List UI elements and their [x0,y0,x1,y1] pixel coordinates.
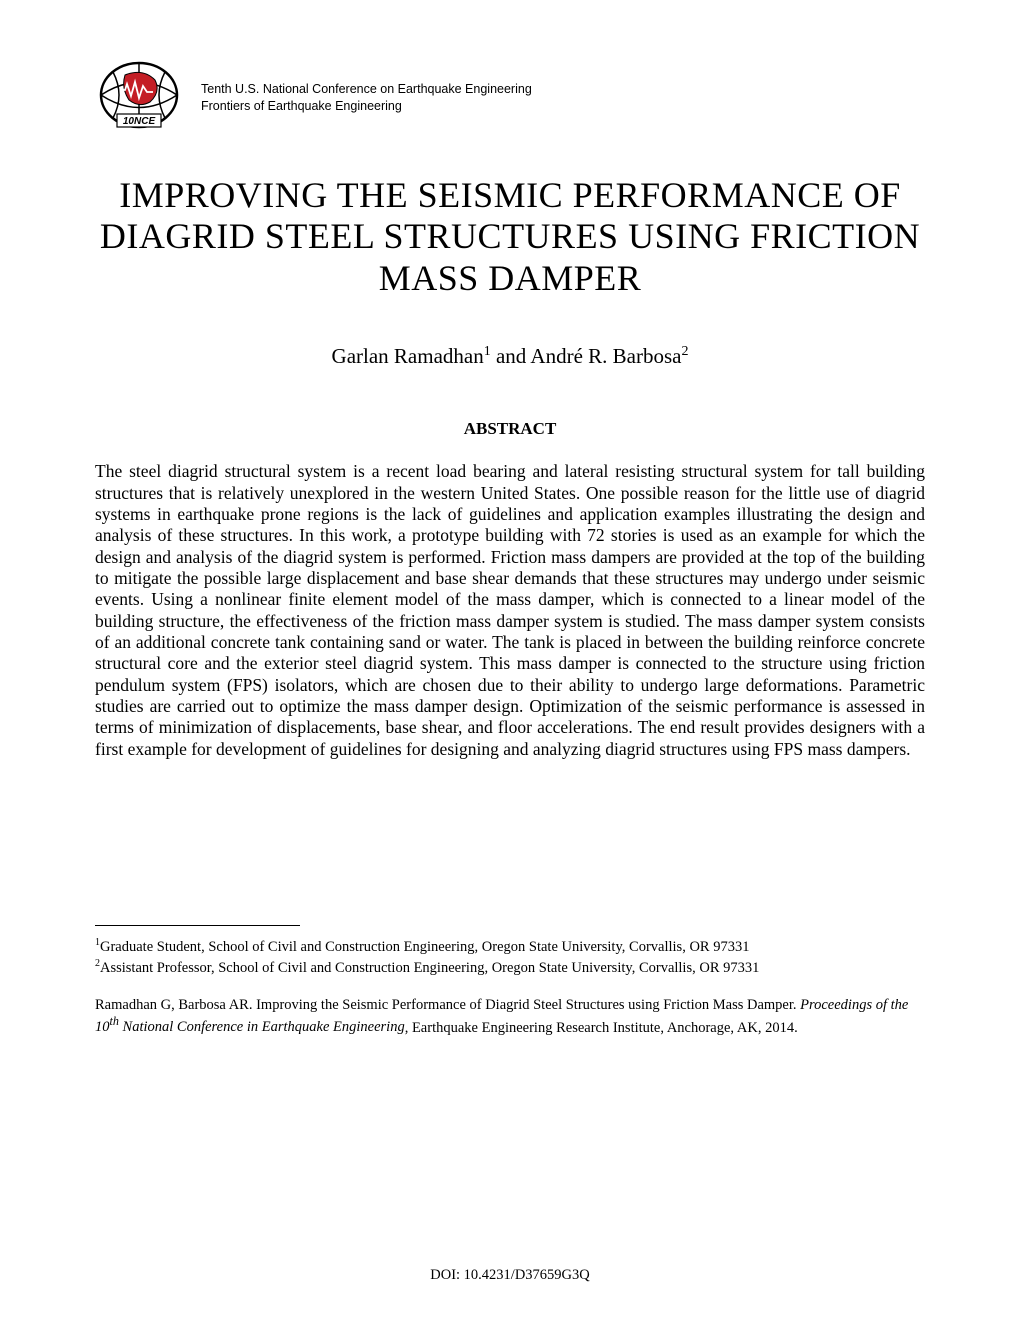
citation-italic-sup: th [110,1015,119,1029]
conference-line-1: Tenth U.S. National Conference on Earthq… [201,81,532,97]
citation-block: Ramadhan G, Barbosa AR. Improving the Se… [95,996,925,1038]
footnote-1-text: Graduate Student, School of Civil and Co… [100,939,749,955]
doi-text: DOI: 10.4231/D37659G3Q [0,1267,1020,1284]
abstract-heading: ABSTRACT [95,419,925,439]
footnote-2: 2Assistant Professor, School of Civil an… [95,957,925,978]
conference-text: Tenth U.S. National Conference on Earthq… [201,81,532,114]
paper-title: IMPROVING THE SEISMIC PERFORMANCE OF DIA… [95,175,925,299]
header-row: 10NCE Tenth U.S. National Conference on … [95,60,925,135]
author-2-sup: 2 [681,344,688,359]
abstract-body: The steel diagrid structural system is a… [95,461,925,760]
author-1-sup: 1 [484,344,491,359]
footnote-1: 1Graduate Student, School of Civil and C… [95,936,925,957]
footnote-separator [95,925,300,926]
author-connector: and [491,344,531,368]
citation-suffix: , Earthquake Engineering Research Instit… [405,1019,798,1035]
footnotes-block: 1Graduate Student, School of Civil and C… [95,936,925,979]
conference-logo: 10NCE [95,60,183,135]
citation-italic-suffix: National Conference in Earthquake Engine… [119,1019,405,1035]
conference-line-2: Frontiers of Earthquake Engineering [201,98,532,114]
citation-prefix: Ramadhan G, Barbosa AR. Improving the Se… [95,997,800,1013]
authors-line: Garlan Ramadhan1 and André R. Barbosa2 [95,344,925,369]
author-2-name: André R. Barbosa [530,344,681,368]
author-1-name: Garlan Ramadhan [332,344,484,368]
footnote-2-text: Assistant Professor, School of Civil and… [100,960,759,976]
logo-label: 10NCE [123,116,156,127]
